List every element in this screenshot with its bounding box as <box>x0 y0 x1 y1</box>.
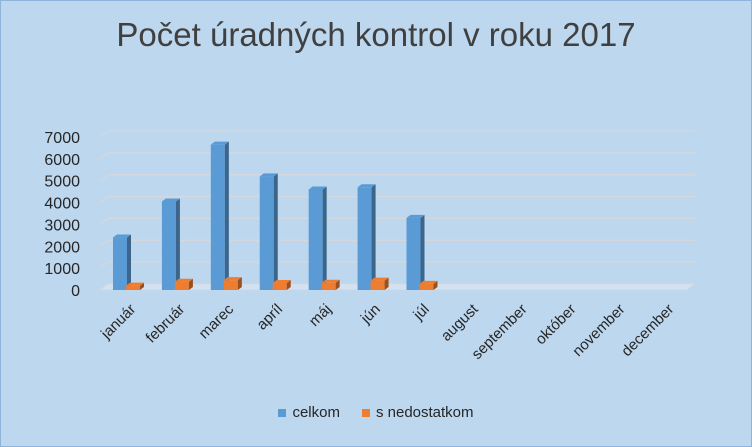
x-tick-label: jún <box>357 301 384 328</box>
bar-side <box>140 282 144 290</box>
x-tick-label: apríl <box>253 301 286 334</box>
y-tick-label: 0 <box>71 283 80 300</box>
gridline-depth <box>99 196 109 203</box>
legend-item: s nedostatkom <box>361 404 474 421</box>
y-tick-label: 7000 <box>44 130 80 147</box>
legend-item: celkom <box>278 404 340 421</box>
bar-s-nedostatkom <box>272 283 287 290</box>
chart-title: Počet úradných kontrol v roku 2017 <box>116 16 636 53</box>
bar-s-nedostatkom <box>223 280 238 290</box>
x-tick-label: máj <box>306 301 335 330</box>
bar-top <box>406 214 425 218</box>
bar-top <box>161 198 180 202</box>
bar-side <box>237 277 242 290</box>
bar-top <box>210 141 229 145</box>
bar-top <box>223 277 242 281</box>
bar-top <box>321 279 340 283</box>
y-tick-label: 4000 <box>44 196 80 213</box>
bar-top <box>419 280 438 284</box>
gridline-depth <box>99 130 109 138</box>
bar-s-nedostatkom <box>419 283 434 290</box>
bar-side <box>433 280 438 290</box>
bar-celkom <box>210 144 225 290</box>
gridline-depth <box>99 218 109 225</box>
legend-label: celkom <box>292 404 340 421</box>
bar-side <box>371 184 376 290</box>
bar-side <box>335 279 340 290</box>
gridline-depth <box>99 261 109 269</box>
x-tick-label: august <box>438 300 482 344</box>
bar-side <box>420 214 425 290</box>
y-tick-label: 3000 <box>44 217 80 234</box>
bar-side <box>273 173 278 290</box>
x-tick-label: január <box>97 301 139 343</box>
bar-side <box>322 186 327 290</box>
bar-top <box>370 277 389 281</box>
x-tick-label: október <box>532 301 579 348</box>
bar-s-nedostatkom <box>321 282 336 290</box>
bar-celkom <box>113 237 127 290</box>
legend: celkom s nedostatkom <box>0 404 752 421</box>
y-tick-label: 1000 <box>44 261 80 278</box>
x-tick-label: júl <box>409 301 432 324</box>
bar-s-nedostatkom <box>126 285 140 290</box>
bar-top <box>259 173 278 177</box>
gridline-depth <box>99 283 109 291</box>
y-tick-label: 5000 <box>44 174 80 191</box>
y-tick-label: 6000 <box>44 152 80 169</box>
bar-celkom <box>406 217 421 290</box>
bar-top <box>174 278 193 282</box>
gridline-depth <box>99 239 109 247</box>
gridline-depth <box>99 174 109 182</box>
y-tick-label: 2000 <box>44 239 80 256</box>
legend-swatch <box>361 408 370 417</box>
bar-side <box>286 280 291 290</box>
x-tick-label: november <box>569 301 628 360</box>
bar-celkom <box>357 187 372 290</box>
x-tick-label: december <box>618 301 677 360</box>
bar-side <box>175 198 180 290</box>
bar-celkom <box>259 176 274 290</box>
bar-side <box>224 141 229 290</box>
bar-s-nedostatkom <box>174 281 189 290</box>
bar-celkom <box>308 189 323 290</box>
bar-side <box>384 277 389 290</box>
bar-side <box>127 234 131 290</box>
bar-celkom <box>161 201 176 290</box>
bar-side <box>188 278 193 290</box>
bar-s-nedostatkom <box>370 280 385 290</box>
x-tick-label: marec <box>196 300 238 342</box>
bar-top <box>272 280 291 284</box>
bar-top <box>357 184 376 188</box>
gridline-depth <box>99 152 109 160</box>
bar-top <box>126 282 144 286</box>
x-tick-label: február <box>143 301 189 347</box>
legend-swatch <box>278 408 287 417</box>
legend-label: s nedostatkom <box>375 404 474 421</box>
bar-top <box>113 234 131 238</box>
bar-top <box>308 186 327 190</box>
